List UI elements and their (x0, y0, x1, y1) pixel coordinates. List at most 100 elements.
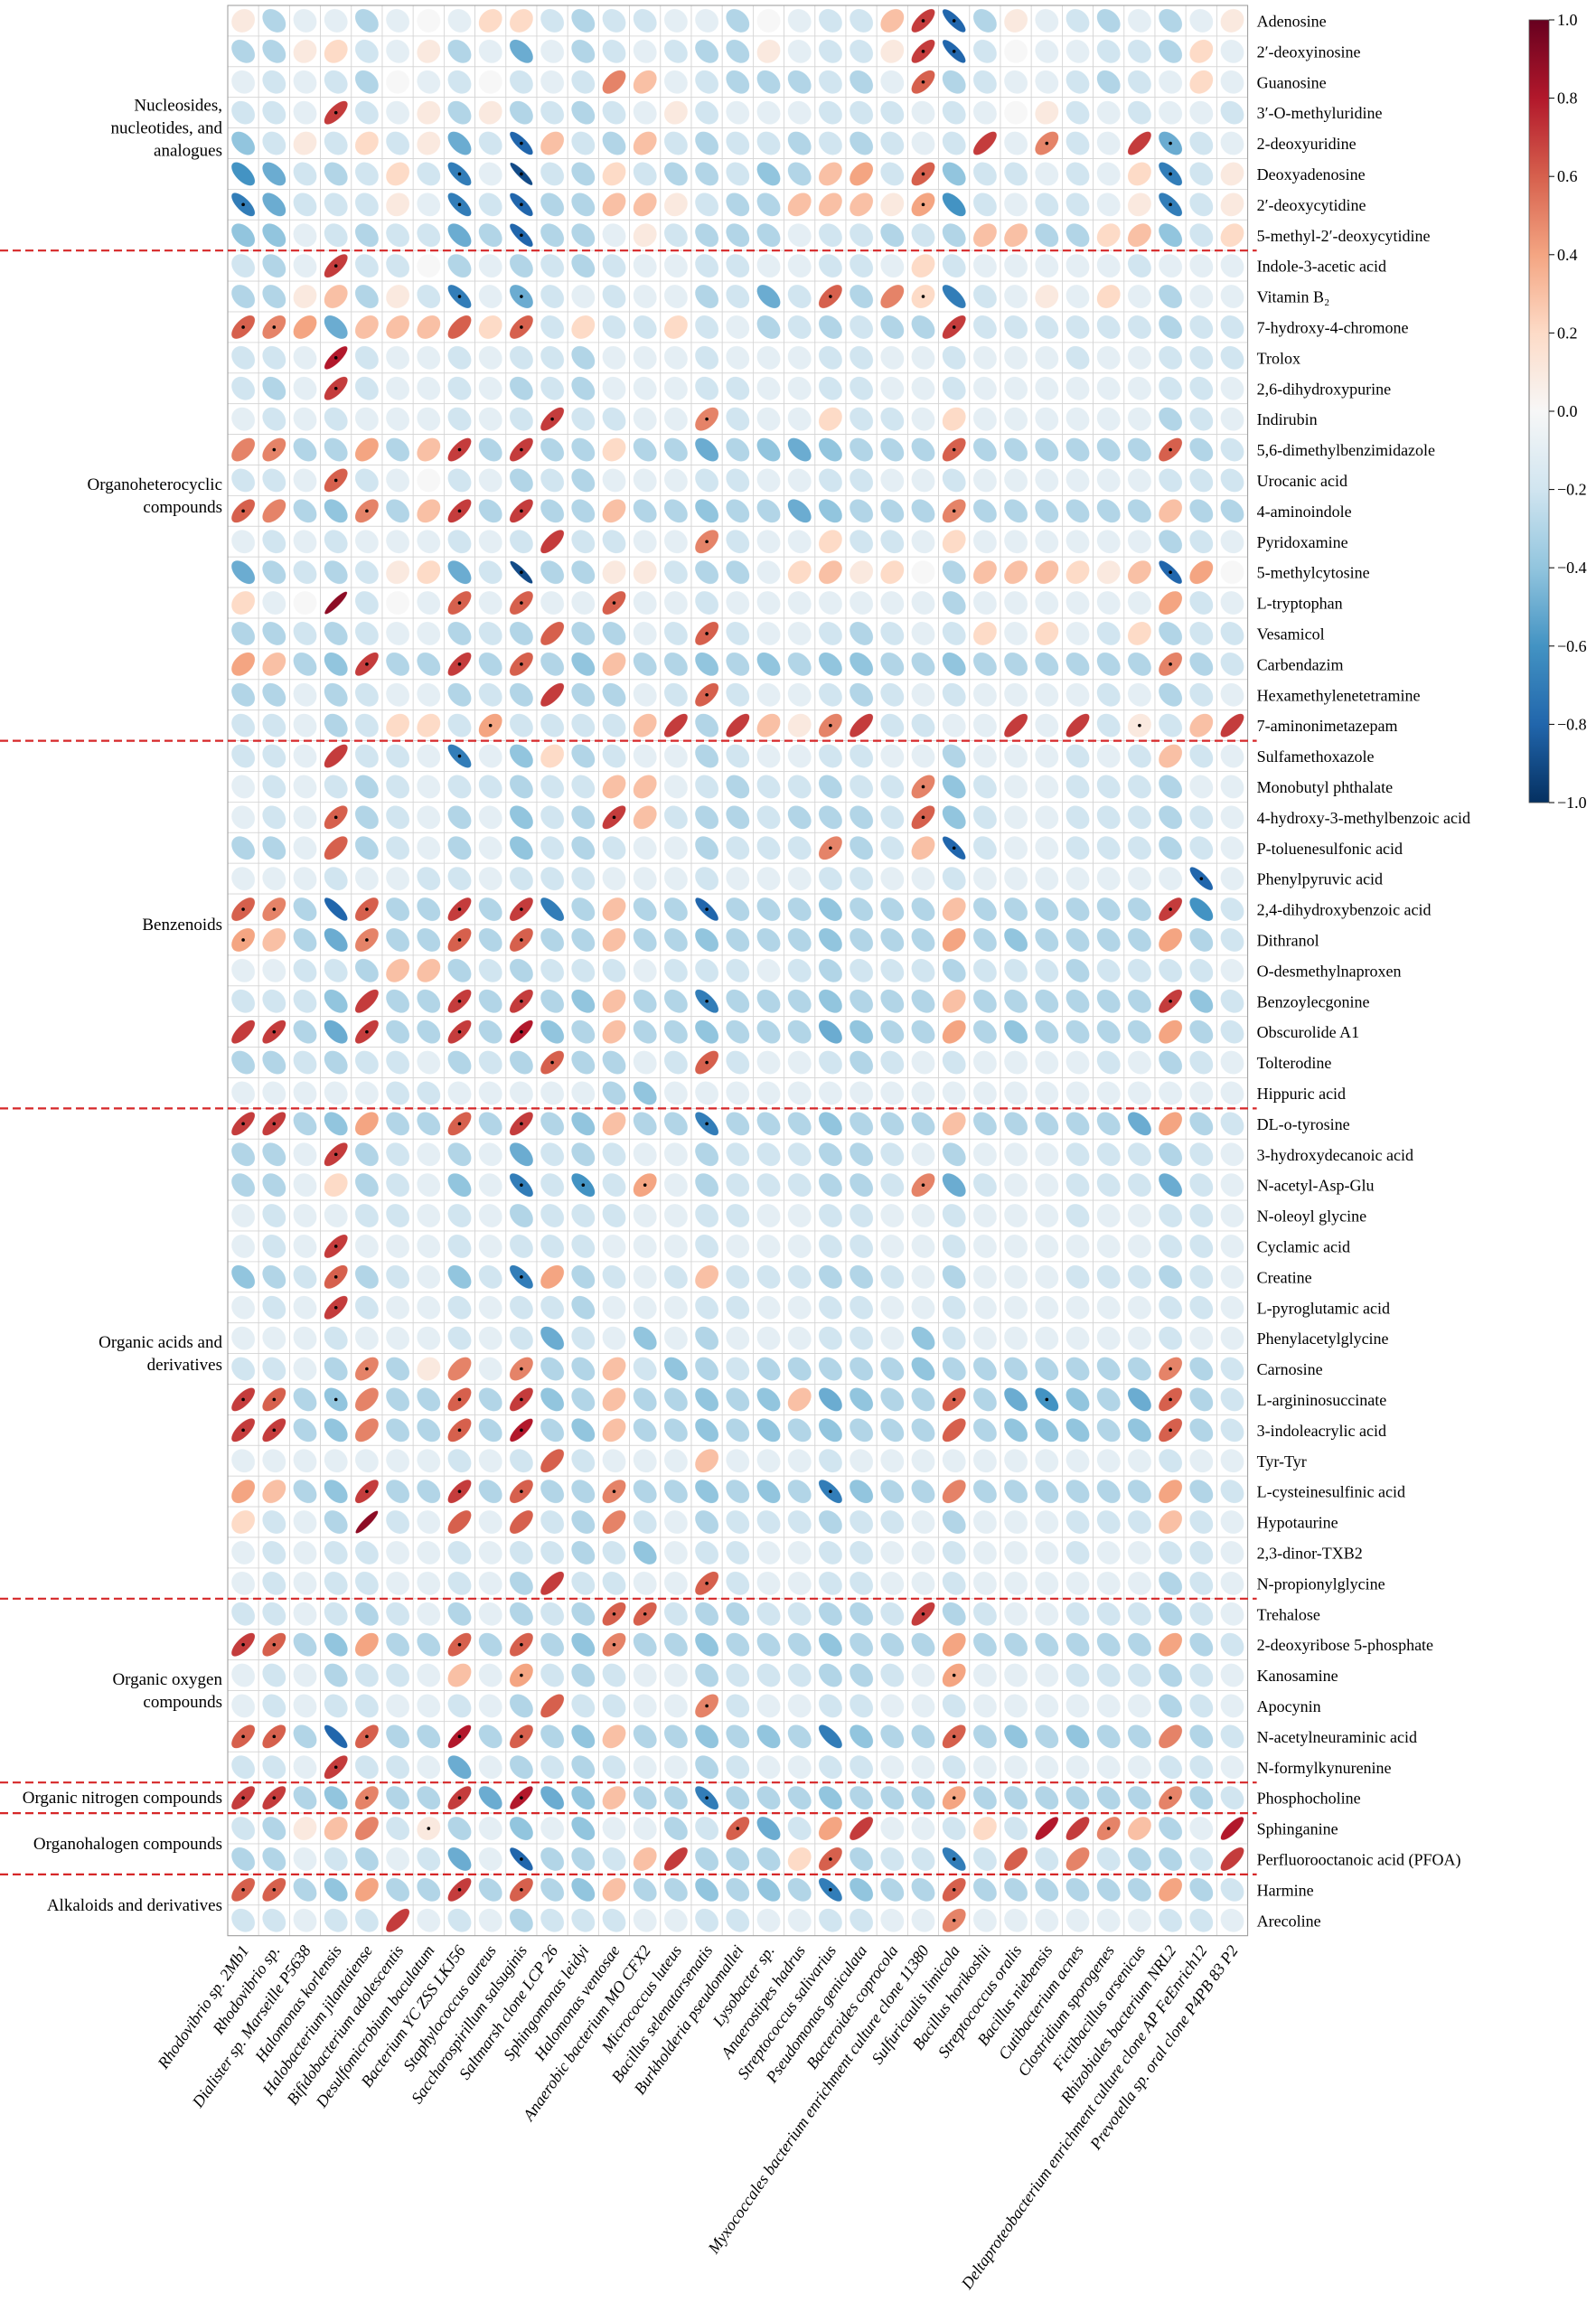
correlation-ellipse (1188, 315, 1214, 340)
correlation-ellipse (787, 437, 812, 462)
significance-dot (272, 1642, 277, 1647)
correlation-ellipse (385, 253, 410, 278)
correlation-ellipse (849, 8, 874, 33)
correlation-ellipse (1127, 253, 1152, 278)
correlation-ellipse (633, 559, 658, 585)
row-label: Indole-3-acetic acid (1257, 258, 1386, 276)
row-label: Vitamin B₂ (1257, 288, 1330, 306)
significance-dot (333, 386, 338, 390)
row-label: L-argininosuccinate (1257, 1391, 1387, 1409)
correlation-ellipse (570, 315, 596, 340)
correlation-ellipse (633, 345, 658, 371)
correlation-ellipse (1220, 39, 1244, 64)
significance-dot (520, 1642, 523, 1647)
correlation-ellipse (478, 192, 503, 217)
correlation-ellipse (261, 376, 286, 401)
correlation-ellipse (1066, 407, 1090, 432)
correlation-ellipse (230, 8, 256, 33)
correlation-ellipse (1188, 100, 1214, 126)
significance-dot (272, 1428, 277, 1433)
correlation-ellipse (1034, 315, 1059, 340)
correlation-ellipse (416, 162, 441, 186)
correlation-ellipse (879, 498, 905, 523)
correlation-ellipse (942, 70, 967, 95)
significance-dot (457, 1029, 462, 1034)
row-label: 2-deoxyribose 5-phosphate (1257, 1636, 1433, 1654)
correlation-ellipse (354, 376, 380, 401)
correlation-ellipse (1096, 284, 1122, 309)
row-label: Sulfamethoxazole (1257, 747, 1375, 766)
correlation-ellipse (293, 498, 317, 523)
colorbar-tick-label: −0.4 (1557, 559, 1587, 577)
correlation-ellipse (1096, 162, 1122, 186)
significance-dot (457, 202, 462, 207)
row-label: Trolox (1257, 349, 1300, 367)
significance-dot (1169, 570, 1172, 574)
correlation-ellipse (478, 253, 503, 278)
significance-dot (1199, 877, 1204, 880)
correlation-ellipse (478, 407, 503, 432)
correlation-ellipse (725, 376, 750, 401)
significance-dot (457, 1642, 462, 1647)
correlation-ellipse (1127, 345, 1152, 371)
correlation-ellipse (416, 100, 441, 126)
colorbar-tick-label: −0.6 (1557, 637, 1587, 655)
significance-dot (457, 1397, 462, 1402)
correlation-ellipse (849, 345, 874, 371)
row-label: 7-aminonimetazepam (1257, 717, 1398, 735)
significance-dot (457, 1796, 462, 1799)
correlation-ellipse (942, 253, 967, 278)
significance-dot (241, 325, 245, 329)
correlation-ellipse (725, 559, 750, 585)
significance-dot (952, 509, 956, 513)
group-label: nucleotides, and (111, 119, 223, 138)
correlation-ellipse (1003, 498, 1028, 523)
correlation-ellipse (879, 131, 905, 155)
row-label: N-acetylneuraminic acid (1257, 1728, 1417, 1746)
significance-dot (333, 1305, 338, 1310)
significance-dot (1045, 141, 1049, 146)
correlation-ellipse (787, 39, 812, 64)
correlation-ellipse (942, 559, 967, 585)
colorbar-tick-label: 0.0 (1557, 402, 1578, 420)
correlation-ellipse (633, 315, 658, 340)
row-label: 5-methylcytosine (1257, 564, 1370, 582)
correlation-ellipse (1066, 315, 1090, 340)
correlation-ellipse (1096, 376, 1122, 401)
correlation-ellipse (663, 315, 689, 340)
correlation-ellipse (818, 407, 843, 432)
correlation-ellipse (230, 162, 256, 186)
significance-dot (333, 1152, 338, 1157)
correlation-ellipse (1158, 70, 1183, 95)
significance-dot (612, 1489, 616, 1493)
correlation-ellipse (1158, 468, 1183, 493)
correlation-ellipse (1188, 70, 1214, 95)
correlation-ellipse (663, 559, 689, 585)
correlation-ellipse (293, 468, 317, 493)
correlation-ellipse (570, 162, 596, 186)
correlation-ellipse (261, 39, 286, 64)
significance-dot (952, 1673, 956, 1677)
correlation-ellipse (1127, 559, 1152, 585)
correlation-ellipse (694, 131, 719, 155)
row-label: Phosphocholine (1257, 1790, 1361, 1808)
significance-dot (829, 723, 832, 728)
row-label: Urocanic acid (1257, 472, 1347, 490)
row-label: Dithranol (1257, 931, 1319, 949)
correlation-ellipse (633, 70, 658, 95)
significance-dot (520, 938, 523, 942)
correlation-ellipse (261, 8, 286, 33)
correlation-ellipse (1188, 222, 1214, 248)
correlation-ellipse (663, 192, 689, 217)
significance-dot (1138, 723, 1141, 728)
row-label: L-pyroglutamic acid (1257, 1299, 1390, 1317)
correlation-ellipse (385, 559, 410, 585)
correlation-ellipse (849, 131, 874, 155)
correlation-ellipse (694, 376, 719, 401)
correlation-ellipse (663, 222, 689, 248)
correlation-ellipse (725, 468, 750, 493)
correlation-ellipse (756, 192, 781, 217)
correlation-ellipse (1096, 529, 1122, 554)
correlation-ellipse (293, 345, 317, 371)
significance-dot (520, 1673, 523, 1677)
